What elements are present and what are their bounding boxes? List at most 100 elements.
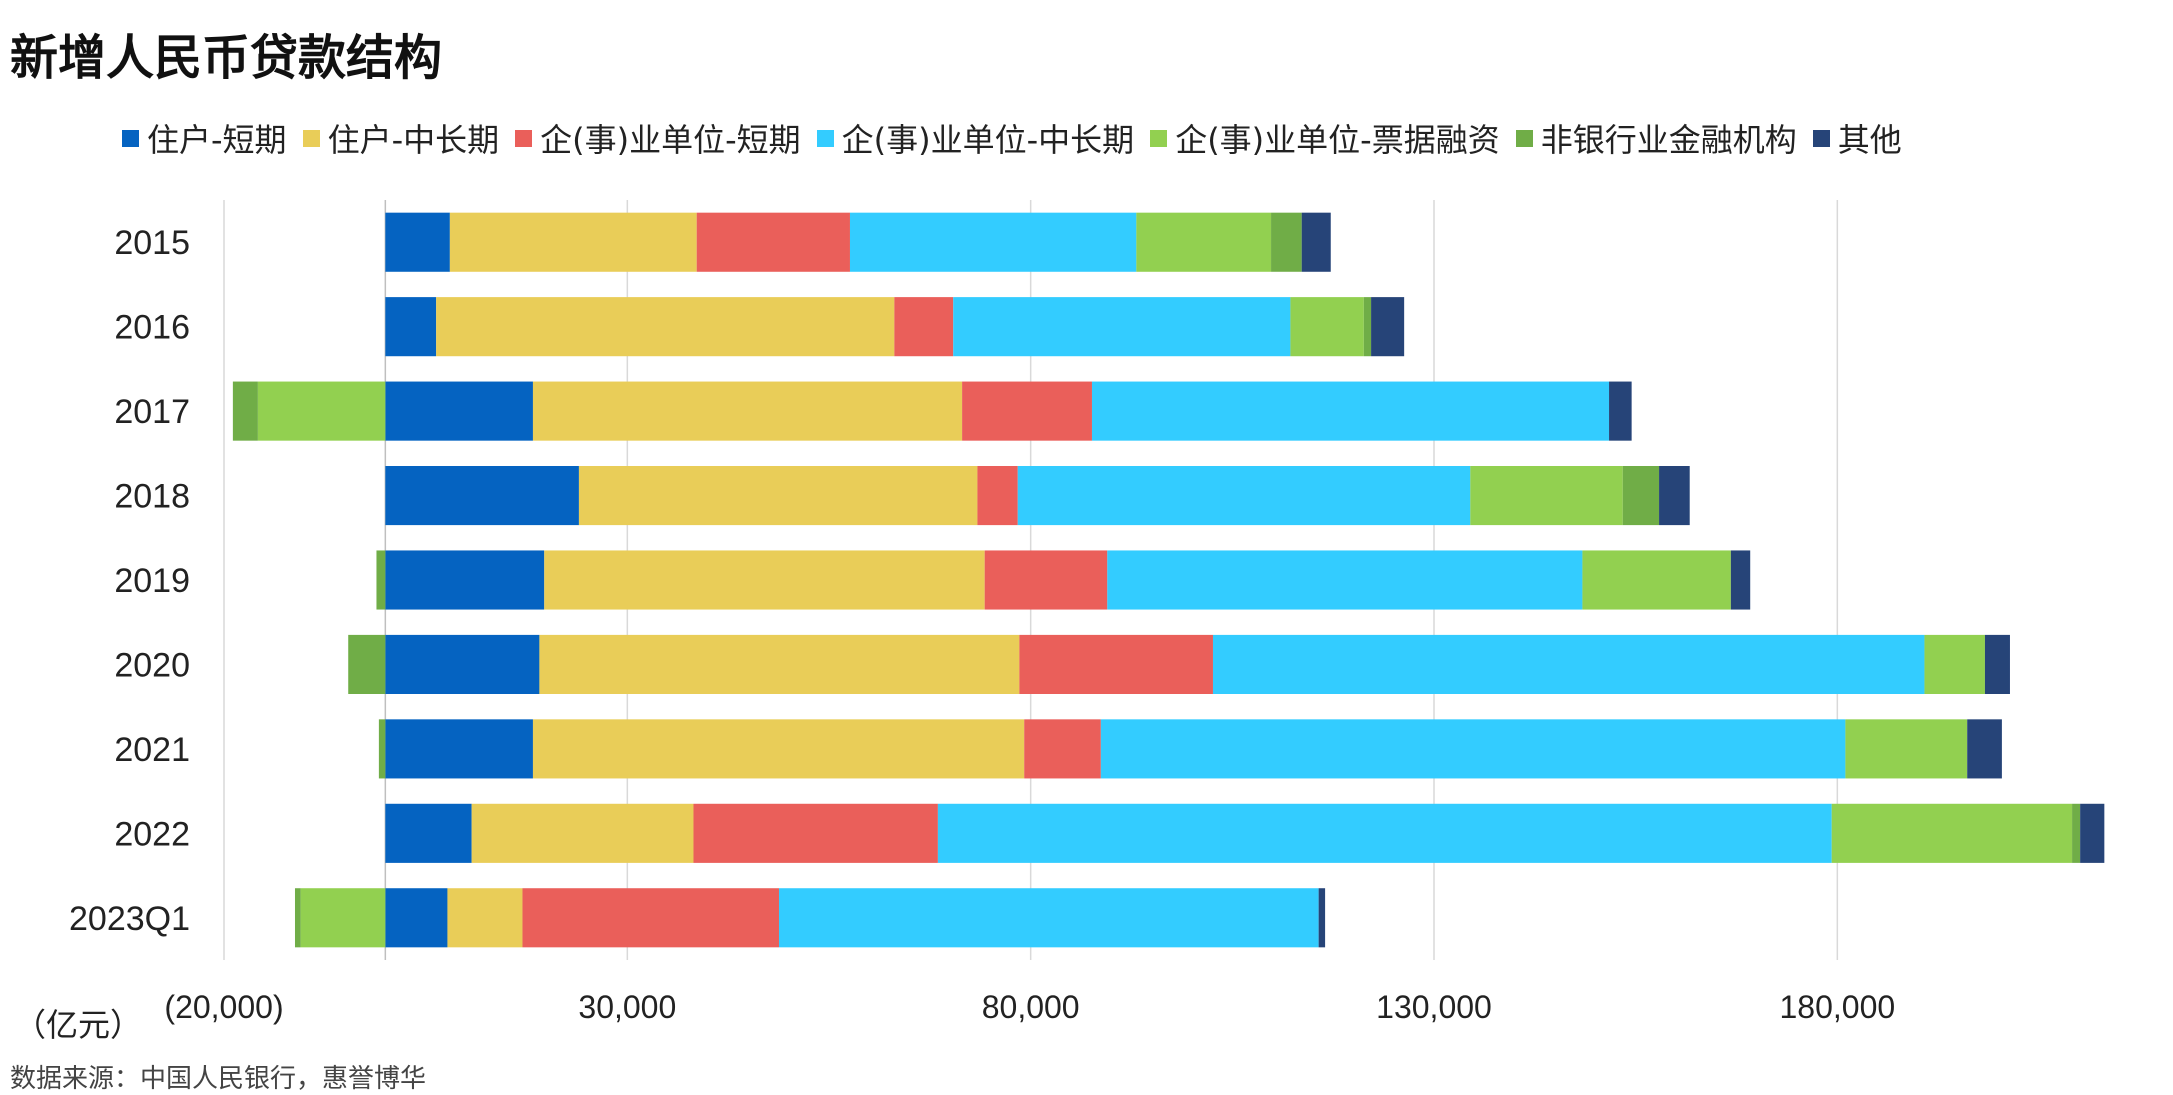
unit-label: （亿元） (14, 1006, 143, 1044)
y-category-label: 2022 (114, 815, 190, 853)
bar-segment (257, 381, 386, 441)
bar-segment (447, 888, 523, 948)
bar-segment (937, 803, 1832, 863)
x-tick-label: 180,000 (1779, 989, 1895, 1025)
bar-segment (984, 550, 1108, 610)
legend-label: 住户-短期 (147, 121, 287, 159)
bar-segment (1107, 550, 1583, 610)
bar-segment (849, 212, 1137, 272)
legend-swatch (1812, 129, 1830, 147)
x-tick-label: (20,000) (164, 989, 283, 1025)
legend-item: 住户-短期 (122, 115, 287, 161)
bar-segment (1212, 634, 1925, 694)
legend-swatch (1515, 129, 1533, 147)
bar-segment (778, 888, 1319, 948)
y-category-label: 2019 (114, 562, 190, 600)
bar-segment (1363, 297, 1372, 357)
bar-segment (376, 550, 386, 610)
bar-segment (532, 719, 1025, 779)
bar-segment (1622, 466, 1660, 526)
bar-segment (539, 634, 1020, 694)
legend-label: 非银行业金融机构 (1540, 121, 1797, 159)
bar-segment (1136, 212, 1272, 272)
y-category-label: 2017 (114, 393, 190, 431)
legend-label: 企(事)业单位-票据融资 (1175, 121, 1500, 159)
bar-segment (532, 381, 963, 441)
legend-swatch (515, 129, 533, 147)
legend-item: 企(事)业单位-中长期 (816, 115, 1135, 161)
bar-segment (1271, 212, 1302, 272)
bar-segment (1301, 212, 1331, 272)
bar-segment (385, 719, 533, 779)
bar-segment (953, 297, 1291, 357)
legend-item: 其他 (1812, 115, 1902, 161)
bar-segment (522, 888, 779, 948)
bar-segment (977, 466, 1018, 526)
bar-segment (385, 803, 472, 863)
chart-legend: 住户-短期 住户-中长期 企(事)业单位-短期 企(事)业单位-中长期 企(事)业单位-… (122, 116, 1918, 160)
bar-segment (578, 466, 978, 526)
bar-segment (348, 634, 386, 694)
y-category-label: 2020 (114, 646, 190, 684)
bar-segment (1318, 888, 1326, 948)
bar-segment (1967, 719, 2002, 779)
bar-segment (385, 381, 533, 441)
legend-swatch (816, 129, 834, 147)
legend-label: 企(事)业单位-短期 (540, 121, 801, 159)
bar-segment (232, 381, 258, 441)
legend-item: 住户-中长期 (302, 115, 500, 161)
bar-segment (1659, 466, 1690, 526)
bar-segment (385, 297, 437, 357)
y-category-label: 2021 (114, 731, 190, 769)
bar-segment (1730, 550, 1751, 610)
bar-segment (449, 212, 697, 272)
bar-segment (1470, 466, 1623, 526)
bar-segment (294, 888, 301, 948)
chart-title: 新增人民币贷款结构 (10, 30, 443, 86)
bar-segment (1609, 381, 1632, 441)
x-tick-label: 30,000 (578, 989, 676, 1025)
bar-segment (1017, 466, 1471, 526)
bar-segment (1290, 297, 1364, 357)
bar-segment (2080, 803, 2105, 863)
legend-swatch (302, 129, 320, 147)
bar-segment (696, 212, 850, 272)
bar-segment (1924, 634, 1985, 694)
legend-label: 其他 (1837, 121, 1902, 159)
source-note: 数据来源：中国人民银行，惠誉博华 (10, 1064, 427, 1094)
bar-segment (1024, 719, 1101, 779)
y-category-label: 2023Q1 (69, 900, 190, 938)
bar-segment (1831, 803, 2073, 863)
bar-segment (378, 719, 386, 779)
legend-swatch (1150, 129, 1168, 147)
y-category-label: 2015 (114, 224, 190, 262)
bar-segment (471, 803, 694, 863)
bar-segment (1845, 719, 1968, 779)
bar-segment (1371, 297, 1405, 357)
legend-label: 企(事)业单位-中长期 (841, 121, 1135, 159)
legend-item: 非银行业金融机构 (1515, 115, 1797, 161)
bar-segment (2072, 803, 2081, 863)
legend-item: 企(事)业单位-短期 (515, 115, 801, 161)
x-tick-label: 130,000 (1376, 989, 1492, 1025)
bar-segment (385, 550, 545, 610)
legend-label: 住户-中长期 (327, 121, 500, 159)
bar-segment (962, 381, 1092, 441)
bar-segment (300, 888, 386, 948)
bar-segment (436, 297, 895, 357)
bar-segment (1582, 550, 1731, 610)
bar-segment (385, 888, 448, 948)
bar-segment (385, 466, 579, 526)
bar-segment (894, 297, 954, 357)
y-category-label: 2018 (114, 478, 190, 516)
bar-segment (385, 634, 540, 694)
x-tick-label: 80,000 (982, 989, 1080, 1025)
legend-swatch (122, 129, 139, 147)
bar-segment (693, 803, 938, 863)
y-category-label: 2016 (114, 309, 190, 347)
bar-segment (1019, 634, 1213, 694)
bar-segment (1091, 381, 1610, 441)
bar-segment (1100, 719, 1846, 779)
bar-segment (385, 212, 450, 272)
